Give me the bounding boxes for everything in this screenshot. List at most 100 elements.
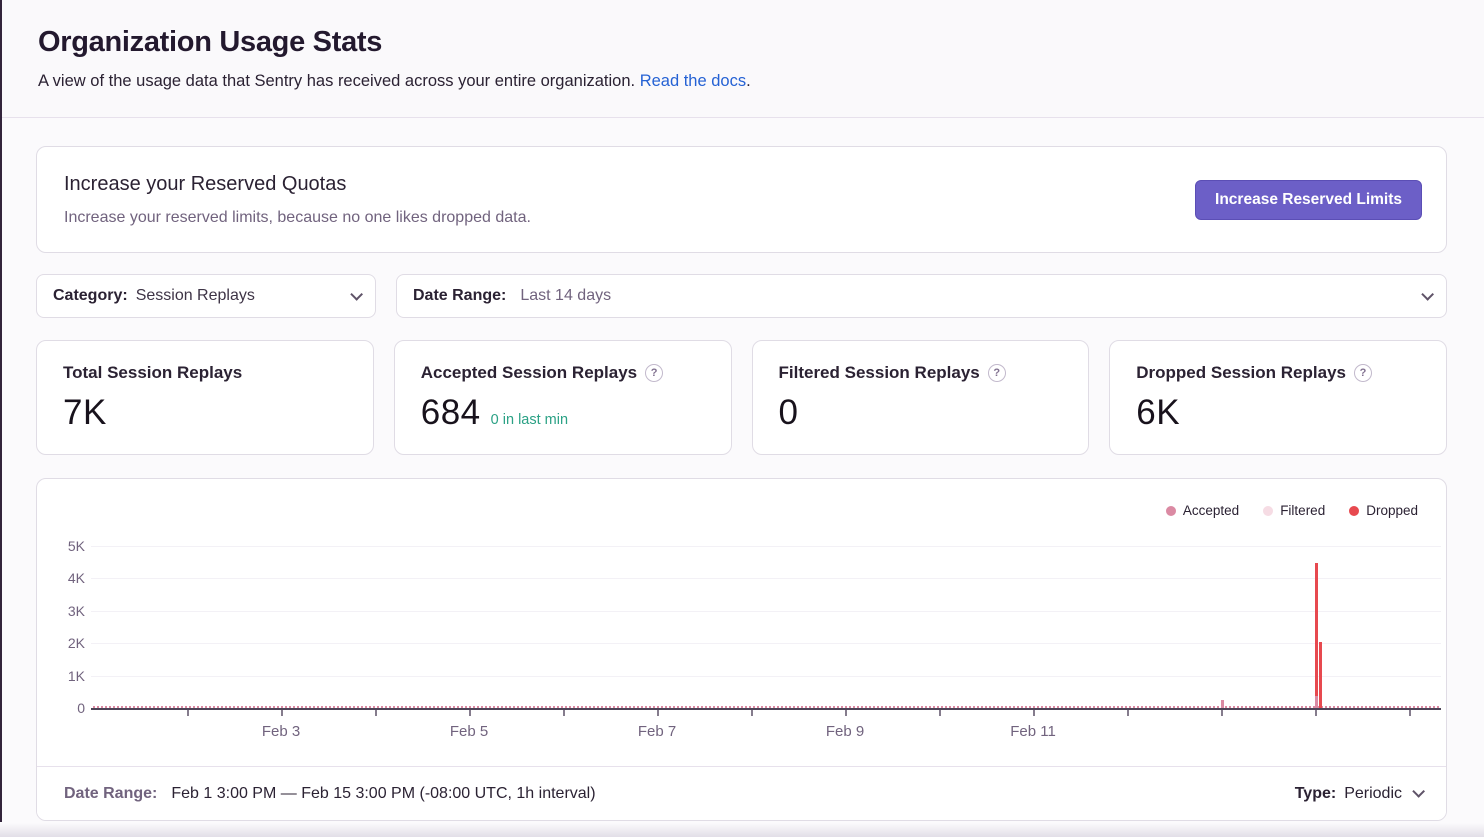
bar-accepted-hourly[interactable] (817, 706, 819, 708)
bar-accepted-hourly[interactable] (141, 706, 143, 708)
bar-accepted[interactable] (1221, 699, 1224, 708)
bar-accepted-hourly[interactable] (229, 706, 231, 708)
bar-accepted-hourly[interactable] (1333, 706, 1335, 708)
bar-accepted-hourly[interactable] (1057, 706, 1059, 708)
bar-accepted-hourly[interactable] (277, 706, 279, 708)
bar-accepted-hourly[interactable] (909, 706, 911, 708)
bar-accepted-hourly[interactable] (649, 706, 651, 708)
bar-accepted-hourly[interactable] (1269, 706, 1271, 708)
bar-accepted-hourly[interactable] (829, 706, 831, 708)
bar-accepted-hourly[interactable] (497, 706, 499, 708)
bar-accepted-hourly[interactable] (1073, 706, 1075, 708)
bar-accepted-hourly[interactable] (757, 706, 759, 708)
bar-accepted-hourly[interactable] (397, 706, 399, 708)
bar-accepted-hourly[interactable] (1001, 706, 1003, 708)
bar-accepted-hourly[interactable] (901, 706, 903, 708)
bar-accepted-hourly[interactable] (1237, 706, 1239, 708)
bar-accepted-hourly[interactable] (1341, 706, 1343, 708)
read-the-docs-link[interactable]: Read the docs (639, 72, 747, 90)
bar-accepted-hourly[interactable] (1245, 706, 1247, 708)
bar-accepted-hourly[interactable] (1137, 706, 1139, 708)
bar-accepted-hourly[interactable] (773, 706, 775, 708)
bar-accepted-hourly[interactable] (941, 706, 943, 708)
bar-accepted-hourly[interactable] (225, 706, 227, 708)
bar-accepted-hourly[interactable] (341, 706, 343, 708)
bar-accepted-hourly[interactable] (213, 706, 215, 708)
bar-accepted-hourly[interactable] (617, 706, 619, 708)
bar-accepted-hourly[interactable] (433, 706, 435, 708)
bar-accepted-hourly[interactable] (257, 706, 259, 708)
bar-accepted-hourly[interactable] (1389, 706, 1391, 708)
bar-accepted-hourly[interactable] (613, 706, 615, 708)
bar-accepted-hourly[interactable] (609, 706, 611, 708)
bar-accepted-hourly[interactable] (1301, 706, 1303, 708)
bar-dropped[interactable] (1315, 563, 1318, 696)
bar-accepted-hourly[interactable] (1317, 706, 1319, 708)
bar-accepted-hourly[interactable] (449, 706, 451, 708)
bar-accepted-hourly[interactable] (1425, 706, 1427, 708)
bar-accepted-hourly[interactable] (209, 706, 211, 708)
bar-accepted-hourly[interactable] (1029, 706, 1031, 708)
bar-accepted-hourly[interactable] (1329, 706, 1331, 708)
bar-accepted-hourly[interactable] (329, 706, 331, 708)
bar-accepted-hourly[interactable] (1177, 706, 1179, 708)
bar-accepted-hourly[interactable] (269, 706, 271, 708)
bar-accepted-hourly[interactable] (1433, 706, 1435, 708)
bar-accepted-hourly[interactable] (1149, 706, 1151, 708)
bar-accepted-hourly[interactable] (1117, 706, 1119, 708)
bar-accepted-hourly[interactable] (1021, 706, 1023, 708)
bar-accepted-hourly[interactable] (729, 706, 731, 708)
bar-accepted-hourly[interactable] (337, 706, 339, 708)
bar-accepted-hourly[interactable] (957, 706, 959, 708)
bar-accepted-hourly[interactable] (253, 706, 255, 708)
bar-accepted-hourly[interactable] (585, 706, 587, 708)
bar-accepted-hourly[interactable] (477, 706, 479, 708)
bar-accepted-hourly[interactable] (165, 706, 167, 708)
bar-accepted-hourly[interactable] (965, 706, 967, 708)
bar-accepted-hourly[interactable] (805, 706, 807, 708)
bar-accepted-hourly[interactable] (697, 706, 699, 708)
bar-accepted-hourly[interactable] (265, 706, 267, 708)
bar-accepted-hourly[interactable] (809, 706, 811, 708)
bar-accepted-hourly[interactable] (1109, 706, 1111, 708)
bar-accepted-hourly[interactable] (581, 706, 583, 708)
bar-accepted-hourly[interactable] (1413, 706, 1415, 708)
bar-accepted-hourly[interactable] (921, 706, 923, 708)
bar-accepted-hourly[interactable] (1213, 706, 1215, 708)
bar-accepted-hourly[interactable] (261, 706, 263, 708)
bar-accepted-hourly[interactable] (1285, 706, 1287, 708)
bar-accepted-hourly[interactable] (401, 706, 403, 708)
bar-accepted-hourly[interactable] (389, 706, 391, 708)
bar-accepted-hourly[interactable] (125, 706, 127, 708)
bar-accepted-hourly[interactable] (625, 706, 627, 708)
bar-accepted-hourly[interactable] (445, 706, 447, 708)
help-icon[interactable]: ? (645, 364, 664, 382)
bar-accepted-hourly[interactable] (1085, 706, 1087, 708)
bar-accepted-hourly[interactable] (469, 706, 471, 708)
bar-accepted-hourly[interactable] (393, 706, 395, 708)
bar-accepted-hourly[interactable] (413, 706, 415, 708)
bar-accepted-hourly[interactable] (297, 706, 299, 708)
bar-accepted-hourly[interactable] (1293, 706, 1295, 708)
bar-accepted-hourly[interactable] (505, 706, 507, 708)
bar-accepted-hourly[interactable] (857, 706, 859, 708)
bar-accepted-hourly[interactable] (741, 706, 743, 708)
bar-accepted-hourly[interactable] (933, 706, 935, 708)
bar-accepted-hourly[interactable] (725, 706, 727, 708)
bar-accepted-hourly[interactable] (1049, 706, 1051, 708)
bar-accepted-hourly[interactable] (237, 706, 239, 708)
bar-accepted-hourly[interactable] (129, 706, 131, 708)
bar-accepted-hourly[interactable] (1309, 706, 1311, 708)
bar-accepted-hourly[interactable] (745, 706, 747, 708)
bar-accepted-hourly[interactable] (825, 706, 827, 708)
bar-accepted-hourly[interactable] (149, 706, 151, 708)
bar-accepted-hourly[interactable] (1417, 706, 1419, 708)
bar-accepted-hourly[interactable] (685, 706, 687, 708)
bar-accepted-hourly[interactable] (249, 706, 251, 708)
bar-accepted-hourly[interactable] (437, 706, 439, 708)
bar-accepted-hourly[interactable] (1305, 706, 1307, 708)
bar-accepted-hourly[interactable] (897, 706, 899, 708)
bar-accepted-hourly[interactable] (473, 706, 475, 708)
bar-accepted-hourly[interactable] (241, 706, 243, 708)
bar-accepted-hourly[interactable] (525, 706, 527, 708)
